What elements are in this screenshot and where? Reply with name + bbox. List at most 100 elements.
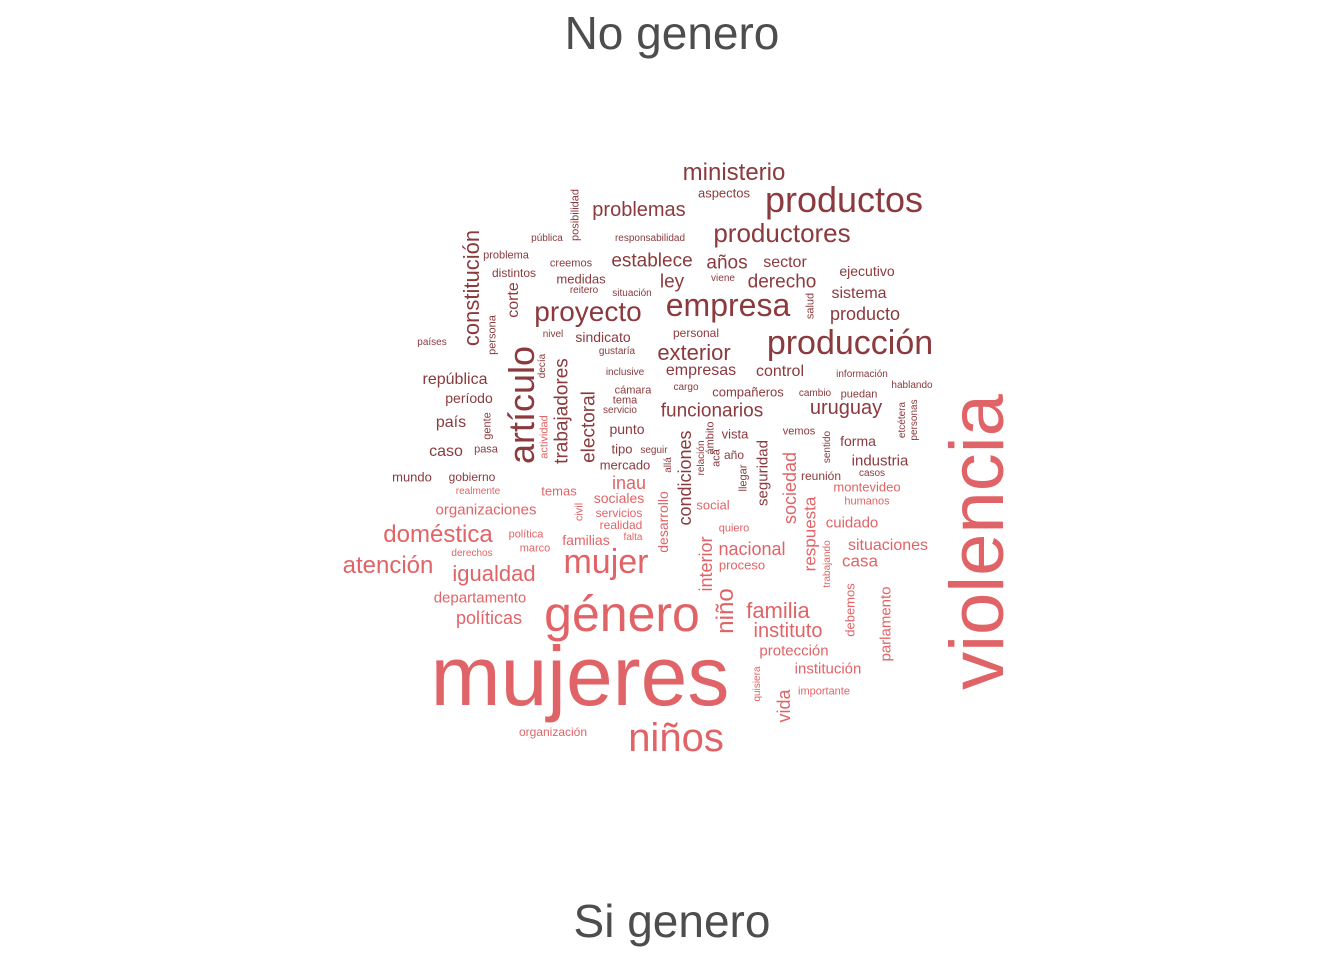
word-si-genero: niños — [628, 716, 724, 760]
word-si-genero: organización — [518, 725, 588, 739]
word-si-genero: política — [508, 528, 544, 541]
word-si-genero: parlamento — [877, 586, 895, 662]
word-no-genero: reunión — [800, 469, 842, 483]
word-si-genero: desarrollo — [655, 491, 671, 553]
word-no-genero: ámbito — [704, 421, 717, 455]
word-no-genero: decía — [537, 353, 548, 379]
word-no-genero: forma — [840, 433, 876, 449]
word-no-genero: derecho — [747, 271, 817, 293]
word-no-genero: nivel — [542, 329, 564, 340]
word-no-genero: ley — [659, 271, 685, 293]
word-no-genero: gobierno — [448, 470, 496, 484]
word-no-genero: allá — [663, 457, 674, 473]
word-si-genero: niño — [712, 588, 739, 634]
word-si-genero: marco — [519, 542, 551, 555]
word-no-genero: gente — [481, 412, 494, 440]
word-no-genero: sentido — [822, 430, 833, 464]
word-no-genero: posibilidad — [569, 189, 582, 241]
word-no-genero: ministerio — [682, 159, 786, 186]
word-no-genero: llegar — [737, 464, 750, 492]
word-si-genero: nacional — [718, 539, 786, 559]
word-si-genero: género — [544, 586, 700, 642]
word-no-genero: reitero — [569, 285, 599, 296]
word-si-genero: igualdad — [452, 561, 536, 586]
word-no-genero: problemas — [592, 199, 686, 221]
word-no-genero: compañeros — [712, 384, 784, 400]
word-si-genero: sociedad — [780, 451, 800, 525]
word-no-genero: ejecutivo — [839, 263, 895, 279]
word-no-genero: producción — [766, 324, 934, 362]
word-si-genero: realmente — [455, 486, 501, 497]
word-no-genero: control — [755, 363, 805, 380]
word-si-genero: protección — [759, 642, 829, 660]
word-no-genero: pasa — [474, 443, 498, 456]
word-si-genero: mujeres — [430, 629, 730, 723]
word-si-genero: instituto — [753, 620, 823, 642]
bottom-title: Si genero — [573, 895, 771, 947]
word-si-genero: organizaciones — [435, 501, 537, 519]
word-no-genero: productores — [713, 218, 851, 248]
word-no-genero: responsabilidad — [614, 233, 686, 244]
word-si-genero: casa — [842, 551, 878, 571]
word-no-genero: hablando — [891, 380, 933, 391]
word-si-genero: trabajando — [822, 540, 833, 588]
word-no-genero: país — [435, 414, 467, 431]
word-no-genero: proyecto — [534, 296, 642, 327]
word-si-genero: realidad — [599, 518, 643, 532]
word-no-genero: gustaría — [598, 346, 636, 357]
word-no-genero: vista — [721, 426, 749, 442]
word-si-genero: montevideo — [833, 479, 901, 495]
word-no-genero: sindicato — [575, 329, 631, 345]
word-si-genero: derechos — [451, 548, 493, 559]
word-si-genero: inau — [611, 473, 647, 493]
word-si-genero: doméstica — [383, 521, 493, 548]
word-no-genero: artículo — [501, 345, 542, 465]
word-no-genero: distintos — [491, 266, 537, 280]
word-si-genero: humanos — [844, 495, 890, 508]
word-no-genero: cámara — [614, 384, 652, 397]
word-no-genero: seguir — [640, 445, 668, 456]
word-no-genero: producto — [829, 304, 901, 324]
word-no-genero: salud — [804, 292, 817, 320]
word-no-genero: empresas — [665, 362, 737, 379]
word-no-genero: situación — [612, 288, 652, 299]
word-no-genero: constitución — [459, 229, 484, 347]
word-si-genero: departamento — [433, 589, 527, 607]
word-no-genero: empresa — [665, 287, 791, 323]
word-no-genero: puedan — [840, 388, 878, 401]
word-no-genero: caso — [429, 443, 463, 460]
word-no-genero: vemos — [782, 425, 816, 438]
word-no-genero: viene — [711, 273, 735, 284]
word-si-genero: institución — [794, 660, 862, 678]
word-si-genero: servicios — [595, 506, 643, 520]
word-no-genero: corte — [505, 282, 522, 318]
word-no-genero: electoral — [578, 391, 600, 463]
word-no-genero: países — [417, 337, 447, 348]
word-no-genero: personal — [672, 326, 720, 340]
top-title: No genero — [564, 7, 780, 59]
word-no-genero: seguridad — [754, 440, 772, 506]
word-si-genero: cuidado — [825, 514, 879, 532]
word-no-genero: tipo — [611, 441, 633, 457]
word-si-genero: quiero — [718, 522, 750, 535]
word-no-genero: pública — [531, 233, 563, 244]
word-si-genero: atención — [342, 552, 434, 579]
word-si-genero: social — [696, 497, 730, 513]
word-no-genero: problema — [483, 249, 529, 262]
word-no-genero: servicio — [603, 405, 637, 416]
word-si-genero: situaciones — [847, 537, 929, 554]
word-no-genero: industria — [851, 452, 909, 470]
word-no-genero: república — [422, 371, 488, 388]
word-si-genero: debemos — [842, 583, 858, 637]
word-si-genero: familia — [746, 598, 810, 623]
word-no-genero: creemos — [549, 257, 593, 270]
word-si-genero: mujer — [563, 543, 649, 581]
word-no-genero: punto — [609, 421, 645, 437]
word-no-genero: aspectos — [697, 185, 751, 201]
word-si-genero: respuesta — [800, 496, 820, 572]
word-no-genero: funcionarios — [660, 400, 764, 422]
word-no-genero: personas — [909, 399, 920, 441]
word-no-genero: persona — [486, 315, 499, 355]
word-no-genero: inclusive — [605, 367, 645, 378]
